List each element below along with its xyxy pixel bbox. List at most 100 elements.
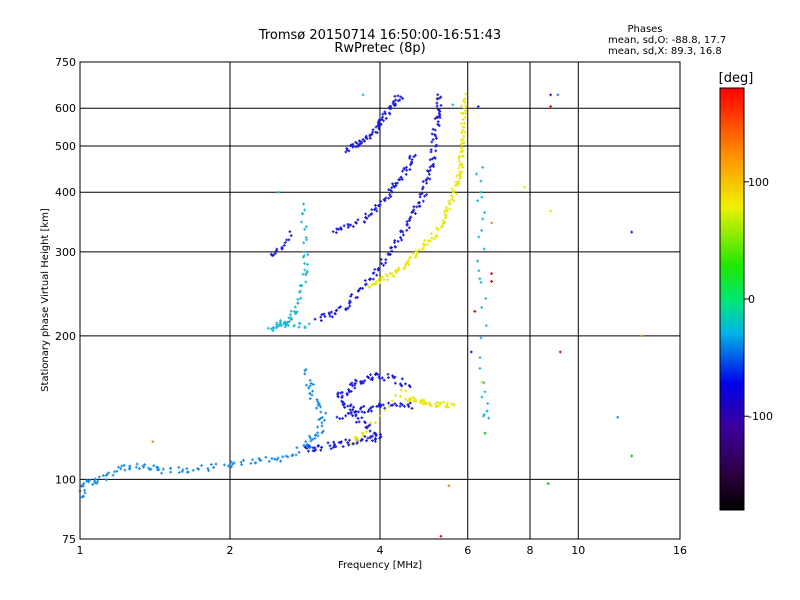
echo-point [410,407,414,410]
echo-point [399,395,402,398]
echo-point [341,416,345,420]
echo-point [410,158,414,161]
echo-point [282,322,286,326]
echo-point [303,372,307,376]
echo-point [181,468,185,472]
echo-point [435,234,439,237]
echo-point [434,149,438,153]
echo-point [284,454,288,458]
echo-point [377,204,381,207]
echo-point [461,118,465,121]
echo-point [307,386,311,390]
echo-point [423,238,427,242]
echo-point [421,187,424,191]
echo-point [384,196,388,200]
echo-point [388,193,392,196]
echo-point [346,411,350,415]
echo-point [315,406,318,410]
echo-point [293,311,297,315]
echo-point [305,443,309,446]
echo-point [365,430,369,434]
echo-point [331,315,334,319]
echo-point [336,395,340,399]
echo-point [384,261,388,265]
echo-point [354,413,358,417]
echo-point [374,421,377,424]
echo-point [371,130,375,134]
echo-point [302,202,305,206]
echo-point [382,119,385,123]
echo-point [398,178,402,182]
echo-point [414,400,418,403]
echo-point [485,409,489,413]
echo-point [463,116,467,119]
isolated-point [546,482,550,485]
echo-point [316,425,319,429]
echo-point [354,378,357,382]
echo-point [405,228,409,232]
echo-point [422,400,426,404]
echo-point [401,230,405,234]
echo-point [298,290,301,294]
echo-point [115,469,119,473]
echo-point [324,411,328,415]
echo-point [408,168,412,171]
echo-point [344,414,348,418]
isolated-point [490,280,494,283]
echo-point [302,255,305,259]
echo-point [436,122,440,126]
echo-point [300,212,304,215]
echo-point [366,436,370,440]
echo-point [399,388,403,392]
echo-point [412,205,416,209]
echo-point [313,446,317,450]
echo-point [480,306,484,309]
isolated-point [549,209,553,213]
echo-point [305,238,309,242]
echo-point [299,296,303,300]
echo-point [484,324,488,328]
echo-point [348,408,352,412]
echo-point [128,464,132,468]
echo-point [314,448,318,452]
echo-point [452,403,456,407]
echo-point [376,124,380,128]
echo-point [414,212,417,215]
data-points [78,92,644,538]
echo-point [479,280,483,284]
echo-point [307,449,310,453]
echo-point [434,402,437,406]
echo-point [316,399,319,403]
echo-point [169,470,173,474]
echo-point [353,383,357,387]
echo-point [304,235,308,239]
echo-point [350,381,354,385]
echo-point [308,392,312,396]
echo-point [458,155,461,158]
echo-point [445,206,448,210]
echo-point [400,377,404,381]
echo-point [459,122,463,126]
echo-point [384,273,388,277]
echo-point [404,172,408,176]
echo-point [383,408,387,412]
echo-point [459,138,463,142]
echo-point [479,190,483,194]
echo-point [333,312,337,316]
echo-point [460,162,463,165]
echo-point [430,140,434,144]
echo-point [402,167,406,171]
echo-point [421,185,425,189]
echo-point [360,437,364,441]
echo-point [410,161,414,165]
echo-point [378,436,382,440]
echo-point [392,100,395,104]
echo-point [400,403,404,407]
echo-point [430,232,433,236]
echo-point [367,408,371,412]
echo-point [355,420,358,424]
echo-point [292,324,296,328]
echo-point [308,434,311,438]
echo-point [464,104,468,107]
echo-point [363,279,367,282]
